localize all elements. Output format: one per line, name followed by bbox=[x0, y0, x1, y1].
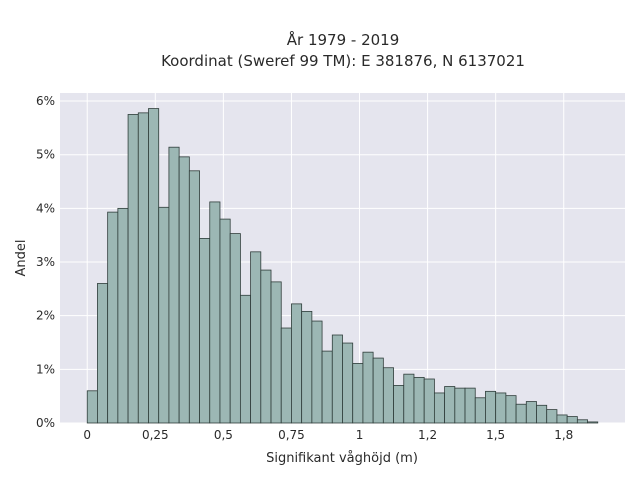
y-tick-label-5: 5% bbox=[36, 148, 55, 162]
y-tick-label-3: 3% bbox=[36, 255, 55, 269]
histogram-bar-9 bbox=[178, 156, 190, 424]
histogram-bar-7 bbox=[158, 206, 170, 424]
histogram-bar-30 bbox=[393, 385, 405, 424]
x-tick-labels: 0 0,25 0,5 0,75 1 1,2 1,5 1,8 bbox=[83, 428, 573, 442]
histogram-bar-20 bbox=[291, 303, 303, 424]
histogram-bar-26 bbox=[352, 363, 364, 424]
histogram-bar-24 bbox=[331, 334, 343, 424]
histogram-bar-42 bbox=[515, 403, 527, 424]
histogram-bar-13 bbox=[219, 218, 231, 424]
histogram-bar-19 bbox=[280, 327, 292, 424]
histogram-bar-18 bbox=[270, 281, 282, 424]
histogram-bar-22 bbox=[311, 320, 323, 424]
histogram-bar-37 bbox=[464, 387, 476, 424]
histogram-bar-29 bbox=[382, 367, 394, 424]
histogram-bar-46 bbox=[556, 414, 568, 424]
histogram-bar-23 bbox=[321, 350, 333, 424]
histogram-bar-12 bbox=[209, 201, 221, 424]
histogram-bar-47 bbox=[566, 416, 578, 424]
histogram-bar-21 bbox=[301, 310, 313, 424]
x-tick-label-4: 1 bbox=[356, 428, 364, 442]
histogram-bar-8 bbox=[168, 146, 180, 424]
histogram-bar-5 bbox=[137, 112, 149, 424]
histogram-bar-16 bbox=[250, 251, 262, 424]
histogram-bar-35 bbox=[444, 386, 456, 424]
histogram-bar-25 bbox=[342, 342, 354, 424]
y-tick-label-2: 2% bbox=[36, 309, 55, 323]
histogram-bar-31 bbox=[403, 373, 415, 424]
histogram-bar-1 bbox=[97, 283, 109, 424]
histogram-bar-38 bbox=[474, 397, 486, 424]
histogram-bar-36 bbox=[454, 387, 466, 424]
histogram-bar-10 bbox=[188, 170, 200, 424]
bar-layer bbox=[86, 108, 599, 424]
histogram-bar-6 bbox=[148, 108, 160, 424]
y-tick-labels: 0% 1% 2% 3% 4% 5% 6% bbox=[36, 94, 55, 430]
histogram-bar-2 bbox=[107, 211, 119, 424]
x-tick-label-5: 1,2 bbox=[418, 428, 437, 442]
histogram-bar-44 bbox=[536, 404, 548, 424]
histogram-bar-43 bbox=[525, 401, 537, 424]
histogram-bar-4 bbox=[127, 114, 139, 424]
y-tick-label-6: 6% bbox=[36, 94, 55, 108]
histogram-bar-39 bbox=[485, 390, 497, 424]
x-tick-label-6: 1,5 bbox=[486, 428, 505, 442]
histogram-bar-41 bbox=[505, 395, 517, 424]
histogram-bar-45 bbox=[546, 409, 558, 424]
histogram-bar-33 bbox=[423, 378, 435, 424]
y-tick-label-1: 1% bbox=[36, 362, 55, 376]
histogram-bar-11 bbox=[199, 238, 211, 424]
x-tick-label-0: 0 bbox=[83, 428, 91, 442]
histogram-bar-28 bbox=[372, 357, 384, 424]
histogram-bar-0 bbox=[86, 390, 98, 424]
histogram-bar-32 bbox=[413, 376, 425, 424]
x-axis-label: Signifikant våghöjd (m) bbox=[266, 451, 418, 466]
histogram-bar-14 bbox=[229, 233, 241, 424]
x-tick-label-1: 0,25 bbox=[142, 428, 169, 442]
y-axis-label: Andel bbox=[14, 240, 29, 277]
y-tick-label-0: 0% bbox=[36, 416, 55, 430]
x-tick-label-2: 0,5 bbox=[214, 428, 233, 442]
histogram-bar-3 bbox=[117, 207, 129, 424]
chart-title-line2: Koordinat (Sweref 99 TM): E 381876, N 61… bbox=[161, 52, 525, 70]
y-tick-label-4: 4% bbox=[36, 201, 55, 215]
x-tick-label-7: 1,8 bbox=[554, 428, 573, 442]
histogram-bar-40 bbox=[495, 392, 507, 424]
histogram-bar-15 bbox=[239, 294, 252, 424]
histogram-bar-27 bbox=[362, 351, 374, 424]
chart-title-line1: År 1979 - 2019 bbox=[287, 30, 400, 49]
histogram-bar-17 bbox=[260, 269, 272, 424]
histogram-bar-48 bbox=[576, 419, 588, 424]
x-tick-label-3: 0,75 bbox=[278, 428, 305, 442]
histogram-bar-49 bbox=[587, 421, 599, 424]
histogram-bar-34 bbox=[433, 392, 446, 424]
